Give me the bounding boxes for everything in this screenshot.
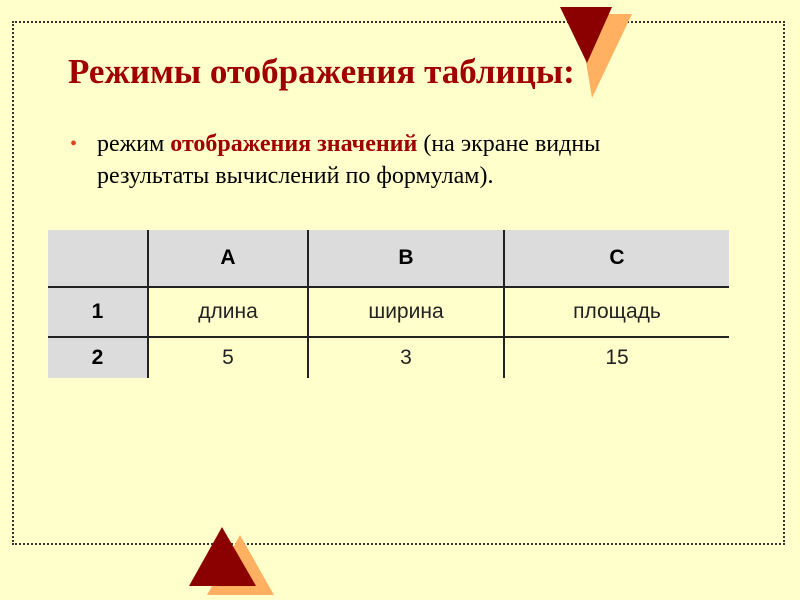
spreadsheet-table: A B C 1 длина ширина площадь 2 5 3 15 <box>48 230 729 378</box>
bullet-highlight: отображения значений <box>170 131 418 157</box>
bullet-icon: • <box>70 133 78 155</box>
table-cell: 3 <box>307 336 505 378</box>
bullet-prefix: режим <box>97 131 171 157</box>
slide-dotted-frame <box>12 21 785 545</box>
table-cell: ширина <box>307 286 505 338</box>
table-cell: 15 <box>503 336 729 378</box>
table-row: 1 длина ширина площадь <box>48 286 729 338</box>
slide-title: Режимы отображения таблицы: <box>68 52 575 91</box>
table-cell: 5 <box>147 336 309 378</box>
row-header: 1 <box>48 286 149 338</box>
column-header-c: C <box>503 230 729 288</box>
row-header: 2 <box>48 336 149 378</box>
bullet-suffix: (на экране видны результаты вычислений п… <box>97 131 601 189</box>
table-row: 2 5 3 15 <box>48 336 729 378</box>
top-triangle-icon <box>560 7 612 63</box>
bottom-triangle-icon <box>189 527 256 586</box>
bullet-item: • режим отображения значений (на экране … <box>70 128 710 192</box>
column-header-row: A B C <box>48 230 729 288</box>
table-cell: площадь <box>503 286 729 338</box>
column-header-a: A <box>147 230 309 288</box>
table-cell: длина <box>147 286 309 338</box>
corner-cell <box>48 230 149 288</box>
column-header-b: B <box>307 230 505 288</box>
